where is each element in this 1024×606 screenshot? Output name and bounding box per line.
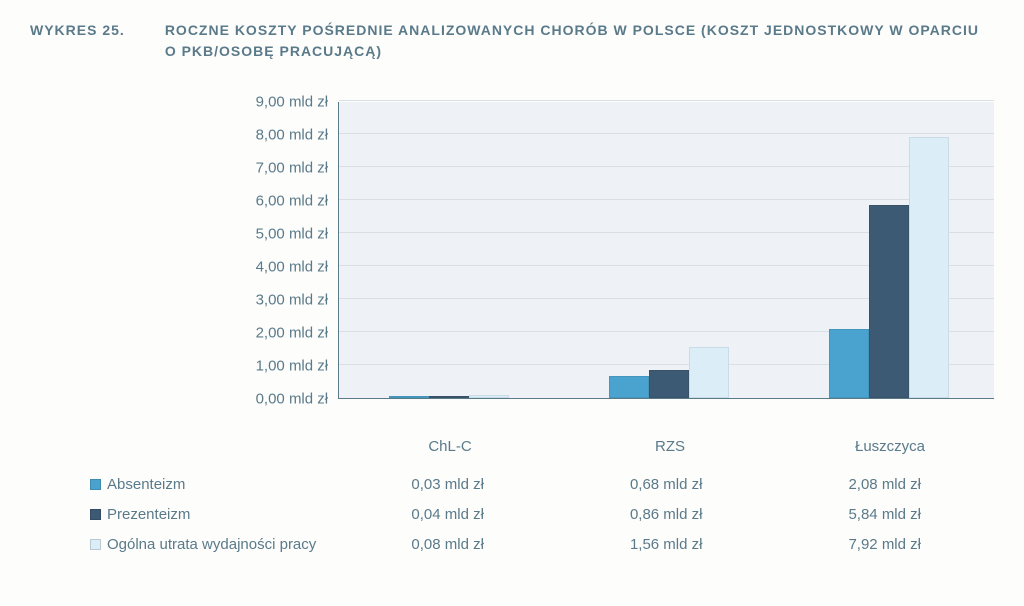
chart-title: ROCZNE KOSZTY POŚREDNIE ANALIZOWANYCH CH…: [165, 20, 994, 62]
y-axis: 9,00 mld zł8,00 mld zł7,00 mld zł6,00 ml…: [30, 102, 338, 432]
y-tick-label: 2,00 mld zł: [256, 317, 329, 350]
data-cell: 2,08 mld zł: [775, 476, 994, 493]
legend-label: Ogólna utrata wydajności pracy: [107, 536, 338, 553]
legend-swatch: [90, 479, 101, 490]
grid-line: [339, 133, 994, 134]
grid-line: [339, 100, 994, 101]
data-table: Absenteizm0,03 mld zł0,68 mld zł2,08 mld…: [90, 469, 994, 559]
bar: [869, 205, 909, 398]
data-cell: 0,04 mld zł: [338, 506, 557, 523]
x-axis-label: Łuszczyca: [780, 432, 1000, 455]
data-cell: 5,84 mld zł: [775, 506, 994, 523]
table-row: Absenteizm0,03 mld zł0,68 mld zł2,08 mld…: [90, 469, 994, 499]
data-cell: 0,68 mld zł: [557, 476, 776, 493]
bar: [909, 137, 949, 398]
chart-header: WYKRES 25. ROCZNE KOSZTY POŚREDNIE ANALI…: [30, 20, 994, 62]
y-tick-label: 0,00 mld zł: [256, 383, 329, 416]
data-cell: 0,08 mld zł: [338, 536, 557, 553]
x-axis-label: RZS: [560, 432, 780, 455]
data-cell: 0,86 mld zł: [557, 506, 776, 523]
chart-row: 9,00 mld zł8,00 mld zł7,00 mld zł6,00 ml…: [30, 102, 994, 432]
figure-label: WYKRES 25.: [30, 20, 125, 62]
table-row: Ogólna utrata wydajności pracy0,08 mld z…: [90, 529, 994, 559]
y-tick-label: 3,00 mld zł: [256, 284, 329, 317]
bar: [649, 370, 689, 398]
y-tick-label: 6,00 mld zł: [256, 185, 329, 218]
y-tick-label: 5,00 mld zł: [256, 218, 329, 251]
legend-swatch: [90, 509, 101, 520]
legend-label: Prezenteizm: [107, 506, 338, 523]
data-cell: 0,03 mld zł: [338, 476, 557, 493]
bar: [609, 376, 649, 398]
y-tick-label: 1,00 mld zł: [256, 350, 329, 383]
grid-line: [339, 199, 994, 200]
legend-swatch: [90, 539, 101, 550]
y-tick-label: 9,00 mld zł: [256, 86, 329, 119]
x-axis-label: ChL-C: [340, 432, 560, 455]
data-cell: 1,56 mld zł: [557, 536, 776, 553]
legend-label: Absenteizm: [107, 476, 338, 493]
bar: [469, 395, 509, 398]
bar: [829, 329, 869, 398]
bar: [389, 396, 429, 398]
data-cell: 7,92 mld zł: [775, 536, 994, 553]
y-tick-label: 7,00 mld zł: [256, 152, 329, 185]
bar: [429, 396, 469, 398]
plot-area: [338, 102, 994, 399]
bar: [689, 347, 729, 398]
table-row: Prezenteizm0,04 mld zł0,86 mld zł5,84 ml…: [90, 499, 994, 529]
y-tick-label: 4,00 mld zł: [256, 251, 329, 284]
x-axis-labels: ChL-CRZSŁuszczyca: [340, 432, 1000, 455]
grid-line: [339, 166, 994, 167]
y-tick-label: 8,00 mld zł: [256, 119, 329, 152]
